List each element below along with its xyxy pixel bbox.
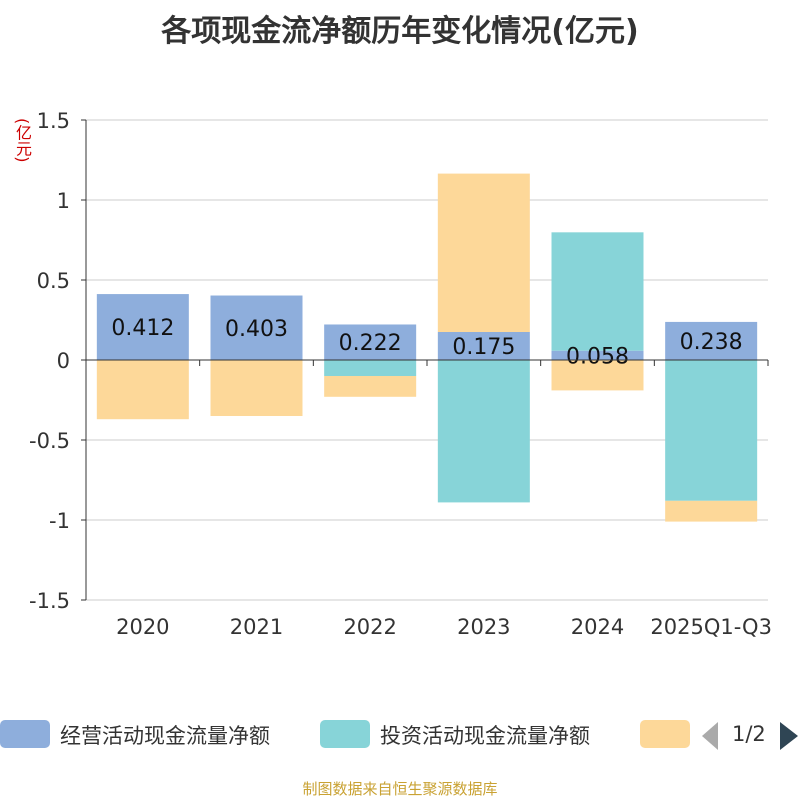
pager-page-indicator: 1/2 xyxy=(732,722,766,746)
y-tick-label: -0.5 xyxy=(29,429,70,453)
y-tick-label: 0 xyxy=(57,349,70,373)
bar-series0-2021 xyxy=(210,295,303,360)
y-tick-label: 1 xyxy=(57,189,70,213)
data-label: 0.403 xyxy=(225,317,288,342)
bar-series0-2023 xyxy=(437,332,530,360)
x-tick-label: 2024 xyxy=(571,615,624,639)
x-tick-label: 2021 xyxy=(230,615,283,639)
data-label: 0.222 xyxy=(339,331,402,356)
bar-series1-2025Q1-Q3 xyxy=(665,360,758,501)
y-tick-label: 0.5 xyxy=(37,269,70,293)
data-label: 0.058 xyxy=(566,344,629,369)
bar-series2-2025Q1-Q3 xyxy=(665,500,758,522)
legend-swatch-investing xyxy=(320,720,370,748)
y-tick-label: -1.5 xyxy=(29,589,70,613)
bar-series0-2022 xyxy=(324,324,417,360)
bar-series2-2023 xyxy=(437,173,530,332)
data-label: 0.412 xyxy=(111,316,174,341)
bar-series2-2020 xyxy=(96,360,189,420)
y-axis-unit-label: (亿元) xyxy=(13,118,32,163)
pager-next-icon[interactable] xyxy=(780,722,798,750)
legend-item-financing[interactable] xyxy=(640,718,690,748)
bar-series0-2020 xyxy=(96,294,189,360)
legend-item-operating[interactable]: 经营活动现金流量净额 xyxy=(0,718,310,748)
data-source-note: 制图数据来自恒生聚源数据库 xyxy=(302,780,498,798)
legend: 经营活动现金流量净额 投资活动现金流量净额 1/2 xyxy=(0,712,800,756)
y-tick-label: 1.5 xyxy=(37,109,70,133)
bar-series1-2024 xyxy=(551,232,644,351)
bar-series2-2021 xyxy=(210,360,303,416)
legend-item-investing[interactable]: 投资活动现金流量净额 xyxy=(320,718,630,748)
bar-series1-2022 xyxy=(324,360,417,376)
bar-chart: 1.5 1 0.5 0 -0.5 -1 -1.5 0.412 0.403 0.222 0.175 0.… xyxy=(29,109,772,639)
y-tick-label: -1 xyxy=(49,509,70,533)
data-label: 0.175 xyxy=(452,335,515,360)
x-tick-label: 2025Q1-Q3 xyxy=(650,615,772,639)
bar-series2-2022 xyxy=(324,376,417,397)
bar-series1-2023 xyxy=(437,360,530,503)
x-tick-label: 2020 xyxy=(116,615,169,639)
bar-series2-2024 xyxy=(551,360,644,391)
x-tick-label: 2023 xyxy=(457,615,510,639)
bar-series0-2025Q1-Q3 xyxy=(665,321,758,360)
x-tick-label: 2022 xyxy=(343,615,396,639)
legend-label-investing: 投资活动现金流量净额 xyxy=(380,724,590,748)
legend-swatch-operating xyxy=(0,720,50,748)
bar-series0-2024 xyxy=(551,350,644,360)
data-label: 0.238 xyxy=(680,330,743,355)
chart-title: 各项现金流净额历年变化情况(亿元) xyxy=(161,14,639,49)
legend-pager: 1/2 xyxy=(698,720,800,750)
legend-label-operating: 经营活动现金流量净额 xyxy=(60,724,270,748)
legend-swatch-financing xyxy=(640,720,690,748)
pager-prev-icon[interactable] xyxy=(702,722,718,750)
